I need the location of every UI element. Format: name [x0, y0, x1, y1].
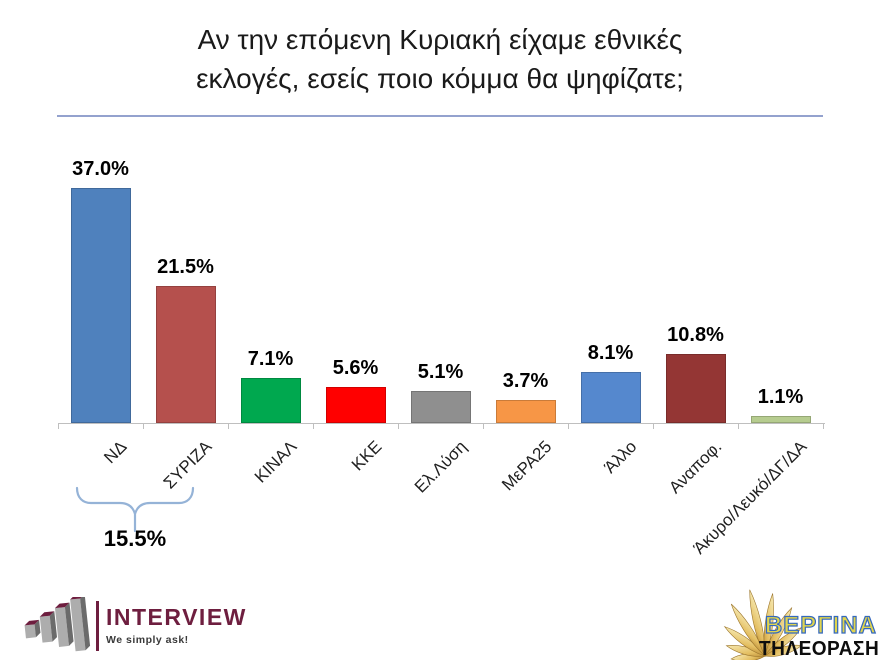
chart-title-line2: εκλογές, εσείς ποιο κόμμα θα ψηφίζατε;	[196, 63, 684, 94]
gap-annotation-label: 15.5%	[103, 526, 167, 551]
bar-value-label-8: 1.1%	[757, 386, 804, 408]
bar-7	[665, 354, 726, 423]
vergina-brand-text: ΒΕΡΓΙΝΑ	[764, 611, 877, 639]
bar-1	[155, 286, 216, 423]
bar-5	[495, 400, 556, 423]
interview-brand-text: INTERVIEW	[106, 604, 247, 630]
x-axis-tick	[738, 424, 739, 429]
bar-value-label-6: 8.1%	[587, 342, 634, 364]
chart-title-line1: Αν την επόμενη Κυριακή είχαμε εθνικές	[197, 24, 683, 55]
bar-value-label-2: 7.1%	[247, 348, 294, 370]
bar-chart-3d-icon	[24, 597, 91, 652]
bar-value-label-4: 5.1%	[417, 361, 464, 383]
bar-2	[240, 378, 301, 423]
x-axis-label-5: ΜεΡΑ25	[497, 437, 555, 495]
bar-0	[70, 188, 131, 423]
interview-logo-divider	[96, 601, 99, 651]
vergina-tv-logo: ΒΕΡΓΙΝΑ ΤΗΛΕΟΡΑΣΗ	[693, 554, 879, 660]
bar-value-label-1: 21.5%	[157, 256, 214, 278]
bar-8	[750, 416, 811, 423]
x-axis-tick	[653, 424, 654, 429]
interview-tagline: We simply ask!	[106, 634, 189, 646]
interview-logo: INTERVIEW We simply ask!	[20, 597, 250, 657]
x-axis-ticks	[58, 424, 825, 430]
bar-value-label-7: 10.8%	[667, 324, 724, 346]
sun-rays-icon	[723, 589, 803, 660]
x-axis-tick	[58, 424, 59, 429]
bar-4	[410, 391, 471, 423]
bar-6	[580, 372, 641, 423]
x-axis-tick	[823, 424, 824, 429]
bar-value-label-3: 5.6%	[332, 357, 379, 379]
x-axis-label-6: Άλλο	[599, 437, 640, 477]
bar-chart-plot-area: 37.0% 21.5% 7.1% 5.6% 5.1% 3.7% 8.1% 10.8% 1.1%	[58, 130, 824, 423]
x-axis-tick	[313, 424, 314, 429]
bar-3	[325, 387, 386, 423]
chart-title: Αν την επόμενη Κυριακή είχαμε εθνικές εκ…	[0, 20, 880, 98]
x-axis-tick	[568, 424, 569, 429]
bar-value-label-0: 37.0%	[72, 158, 129, 180]
bar-value-label-5: 3.7%	[502, 370, 549, 392]
x-axis-line	[58, 423, 825, 424]
vergina-subtitle-text: ΤΗΛΕΟΡΑΣΗ	[758, 637, 879, 660]
x-axis-tick	[143, 424, 144, 429]
x-axis-label-4: Ελ.Λύση	[410, 437, 470, 497]
x-axis-tick	[398, 424, 399, 429]
title-divider	[57, 115, 823, 117]
x-axis-tick	[228, 424, 229, 429]
brace-annotation-icon	[75, 486, 195, 533]
x-axis-tick	[483, 424, 484, 429]
